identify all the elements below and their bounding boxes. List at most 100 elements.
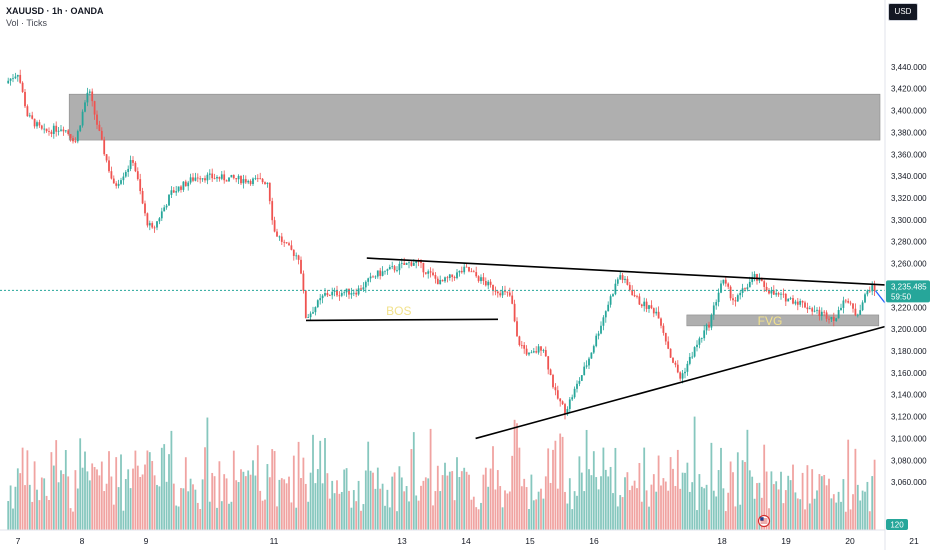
price-tick-label: 3,220.000 — [891, 303, 927, 312]
volume-bar — [206, 417, 209, 530]
volume-bar — [192, 484, 194, 530]
trendline-layer[interactable] — [305, 257, 932, 440]
volume-bar — [799, 499, 802, 530]
volume-bar — [669, 457, 672, 530]
candle-body — [871, 285, 874, 292]
volume-bar — [446, 475, 449, 530]
candle-body — [218, 176, 221, 179]
candle-body — [410, 262, 413, 266]
volume-bar — [120, 454, 122, 530]
candle-body — [148, 223, 151, 226]
candle-body — [28, 115, 31, 117]
candle-body — [204, 178, 206, 181]
volume-bar — [21, 447, 24, 530]
candle-body — [151, 223, 154, 228]
volume-bar — [676, 449, 679, 530]
candle-body — [772, 290, 775, 295]
trend-line[interactable] — [475, 312, 932, 440]
volume-bar — [748, 470, 751, 530]
volume-bar — [81, 467, 84, 530]
volume-bar — [88, 480, 91, 530]
volume-bar — [864, 491, 866, 530]
volume-bar — [532, 500, 535, 530]
volume-bar — [787, 475, 790, 530]
candle-body — [612, 294, 614, 297]
candle-body — [688, 356, 691, 364]
volume-bar — [355, 501, 358, 530]
volume-bar — [187, 491, 190, 530]
candle-body — [732, 298, 734, 301]
volume-bar — [276, 506, 278, 530]
volume-bar — [487, 486, 490, 530]
volume-bar — [712, 490, 715, 530]
volume-bar — [554, 440, 557, 530]
volume-bar — [369, 470, 372, 530]
candle-body — [468, 266, 470, 272]
candle-body — [597, 333, 600, 336]
time-tick-label: 11 — [270, 536, 279, 546]
candle-body — [374, 276, 377, 278]
candle-body — [324, 293, 326, 296]
candle-body — [348, 288, 350, 295]
volume-bar — [736, 452, 739, 530]
volume-bar — [840, 501, 842, 530]
candle-body — [609, 296, 612, 305]
time-axis-background[interactable] — [0, 530, 932, 550]
volume-bar — [225, 478, 228, 530]
volume-bar — [64, 450, 67, 530]
volume-bar — [523, 478, 526, 530]
bos-line[interactable] — [305, 318, 499, 322]
volume-bar — [129, 488, 132, 530]
volume-bar — [722, 488, 725, 530]
candle-body — [811, 308, 814, 312]
candle-body — [144, 203, 146, 214]
volume-bar — [732, 472, 734, 530]
volume-bar — [580, 472, 583, 530]
volume-bar — [122, 510, 125, 530]
candle-body — [624, 278, 626, 280]
volume-bar — [789, 480, 792, 530]
volume-bar — [866, 481, 869, 530]
volume-bar — [86, 471, 89, 530]
volume-bar — [134, 450, 137, 530]
volume-bar — [626, 472, 629, 530]
volume-bar — [828, 478, 830, 530]
candle-body — [470, 271, 473, 273]
candle-body — [532, 351, 535, 353]
candle-body — [432, 272, 434, 276]
symbol-title[interactable]: XAUUSD · 1h · OANDA — [6, 6, 104, 16]
volume-bar — [324, 438, 326, 530]
candle-body — [362, 287, 365, 290]
volume-indicator-label[interactable]: Vol · Ticks — [6, 18, 48, 28]
candle-body — [842, 300, 845, 308]
candle-body — [801, 300, 804, 303]
candle-body — [343, 292, 346, 294]
volume-bar — [213, 476, 216, 530]
volume-bar — [348, 490, 350, 530]
volume-bar — [504, 490, 506, 530]
candle-body — [861, 302, 864, 311]
trend-line[interactable] — [366, 257, 932, 290]
price-axis-background[interactable] — [885, 0, 932, 550]
candle-body — [16, 74, 19, 77]
candle-body — [832, 316, 835, 322]
volume-bar — [357, 480, 360, 530]
volume-bar — [441, 475, 444, 530]
candle-body — [232, 174, 235, 179]
candle-body — [652, 308, 655, 314]
volume-bar — [333, 493, 336, 530]
price-tick-label: 3,260.000 — [891, 260, 927, 269]
volume-bar — [74, 470, 77, 530]
volume-bar — [175, 505, 178, 530]
candle-body — [765, 286, 768, 291]
volume-bar — [672, 468, 674, 530]
candle-body — [736, 295, 739, 302]
candle-body — [79, 125, 82, 132]
currency-button[interactable]: USD — [888, 3, 918, 21]
candle-body — [295, 255, 298, 257]
candle-body — [482, 277, 485, 281]
volume-bar — [156, 484, 158, 530]
candle-body — [252, 178, 254, 185]
